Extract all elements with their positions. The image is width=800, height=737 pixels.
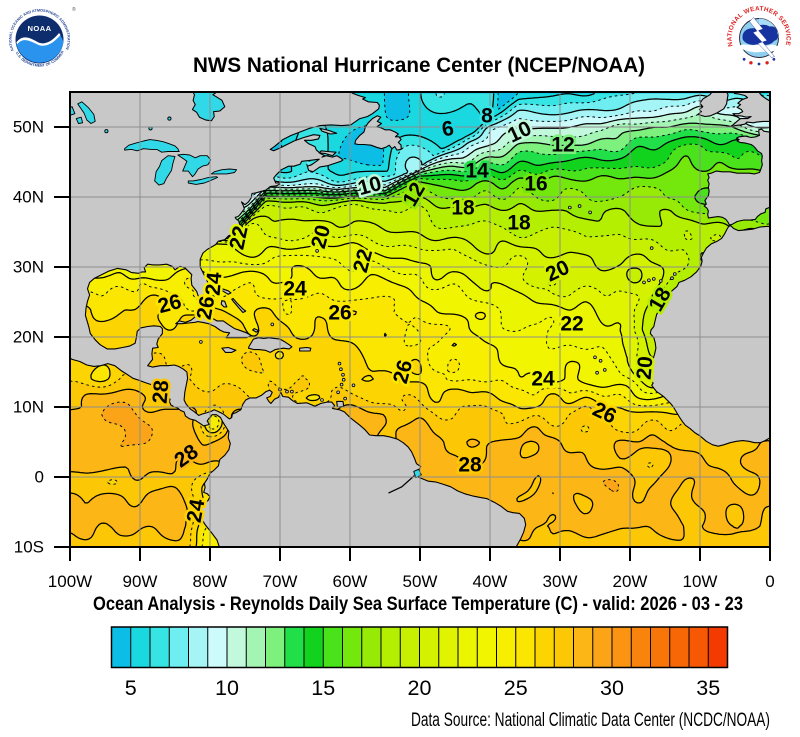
svg-text:28: 28: [458, 454, 482, 477]
svg-text:0: 0: [35, 468, 44, 487]
svg-text:Ocean Analysis - Reynolds Dail: Ocean Analysis - Reynolds Daily Sea Surf…: [93, 594, 743, 615]
svg-text:20W: 20W: [613, 572, 648, 591]
svg-text:30W: 30W: [543, 572, 578, 591]
svg-text:20: 20: [633, 355, 658, 380]
svg-text:70W: 70W: [263, 572, 298, 591]
svg-text:35: 35: [696, 676, 720, 700]
svg-text:®: ®: [72, 6, 76, 13]
svg-text:10N: 10N: [13, 398, 44, 417]
svg-text:40W: 40W: [473, 572, 508, 591]
svg-text:10W: 10W: [683, 572, 718, 591]
svg-text:12: 12: [551, 134, 574, 157]
svg-text:NOAA: NOAA: [28, 24, 52, 33]
svg-text:22: 22: [225, 224, 252, 252]
svg-text:24: 24: [202, 271, 227, 297]
svg-text:24: 24: [283, 278, 307, 301]
svg-text:NWS National Hurricane Center: NWS National Hurricane Center (NCEP/NOAA…: [193, 54, 645, 77]
svg-text:28: 28: [149, 379, 174, 405]
svg-text:80W: 80W: [193, 572, 228, 591]
svg-text:Data Source: National Climatic: Data Source: National Climatic Data Cent…: [411, 710, 770, 731]
svg-text:50W: 50W: [403, 572, 438, 591]
svg-text:20N: 20N: [13, 328, 44, 347]
svg-text:10: 10: [215, 676, 239, 700]
svg-text:60W: 60W: [333, 572, 368, 591]
svg-text:5: 5: [125, 676, 137, 700]
svg-text:20: 20: [408, 676, 432, 700]
svg-text:24: 24: [183, 497, 210, 524]
svg-text:30N: 30N: [13, 258, 44, 277]
svg-text:18: 18: [507, 212, 531, 235]
svg-text:50N: 50N: [13, 118, 44, 137]
svg-text:16: 16: [524, 173, 547, 196]
svg-text:15: 15: [311, 676, 335, 700]
svg-text:18: 18: [451, 197, 475, 220]
svg-text:90W: 90W: [123, 572, 158, 591]
svg-text:22: 22: [560, 313, 583, 336]
svg-text:14: 14: [465, 160, 489, 183]
svg-text:26: 26: [328, 302, 351, 325]
svg-text:0: 0: [765, 572, 774, 591]
svg-text:10S: 10S: [14, 538, 44, 557]
svg-text:30: 30: [600, 676, 624, 700]
svg-text:100W: 100W: [48, 572, 92, 591]
svg-text:25: 25: [504, 676, 528, 700]
svg-text:26: 26: [193, 294, 220, 321]
svg-text:8: 8: [481, 105, 493, 128]
svg-text:40N: 40N: [13, 188, 44, 207]
svg-text:24: 24: [531, 368, 555, 391]
